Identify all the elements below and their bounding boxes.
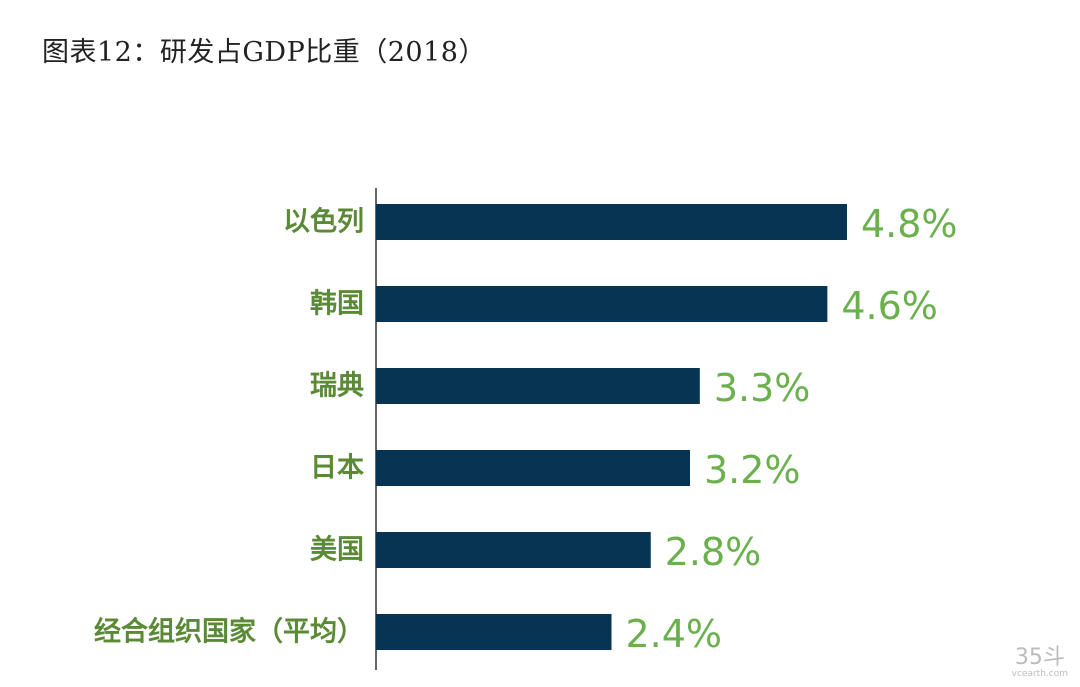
bar <box>376 204 847 240</box>
value-label: 2.8% <box>665 530 762 574</box>
bar <box>376 450 690 486</box>
watermark-domain: vcearth.com <box>1011 669 1068 679</box>
watermark-logo: 35斗 vcearth.com <box>1011 645 1068 680</box>
category-label: 日本 <box>310 453 364 484</box>
category-label: 韩国 <box>310 289 364 320</box>
bar <box>376 368 700 404</box>
value-label: 3.2% <box>704 448 801 492</box>
chart-title: 图表12：研发占GDP比重（2018） <box>42 37 486 68</box>
watermark-brand: 35斗 <box>1014 645 1065 670</box>
bar <box>376 532 651 568</box>
bar <box>376 614 612 650</box>
category-label: 美国 <box>310 534 364 566</box>
value-label: 4.6% <box>841 284 938 328</box>
value-label: 3.3% <box>714 366 811 410</box>
value-label: 2.4% <box>626 612 723 656</box>
category-label: 经合组织国家（平均） <box>94 616 364 648</box>
value-label: 4.8% <box>861 202 958 246</box>
category-label: 以色列 <box>283 206 364 238</box>
bar <box>376 286 828 322</box>
category-label: 瑞典 <box>310 371 364 402</box>
